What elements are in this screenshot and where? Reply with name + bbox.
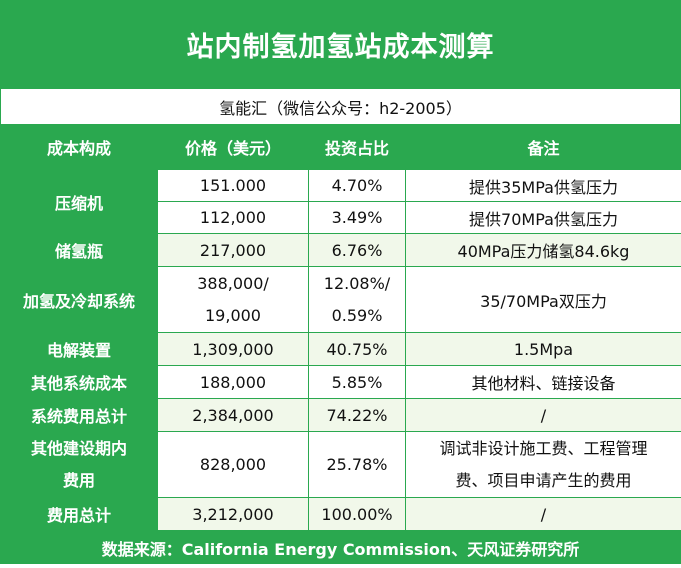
cell-price: 151.000 [157,169,309,202]
row-label-storage: 储氢瓶 [0,233,158,267]
row-label-electrolyzer: 电解装置 [0,332,158,366]
cell-note: 其他材料、链接设备 [405,365,681,399]
cell-note-line: 调试非设计施工费、工程管理 [439,438,648,458]
row-label-system-total: 系统费用总计 [0,398,158,432]
subtitle: 氢能汇（微信公众号：h2-2005） [0,89,681,124]
table-row: 系统费用总计 2,384,000 74.22% / [0,398,681,432]
cell-share: 40.75% [308,332,406,366]
table-row: 电解装置 1,309,000 40.75% 1.5Mpa [0,332,681,366]
cell-note: 35/70MPa双压力 [405,266,681,333]
cell-share-line: 12.08%/ [323,273,391,293]
table-row: 费用总计 3,212,000 100.00% / [0,497,681,531]
cell-price-line: 388,000/ [197,273,269,293]
cell-price: 3,212,000 [157,497,309,531]
cell-share: 100.00% [308,497,406,531]
row-label-dispenser: 加氢及冷却系统 [0,266,158,333]
row-label-line: 费用 [62,470,95,490]
cell-note: / [405,497,681,531]
table-row: 储氢瓶 217,000 6.76% 40MPa压力储氢84.6kg [0,233,681,267]
cell-price-line: 19,000 [205,305,261,325]
cell-share: 25.78% [308,431,406,498]
cell-price: 1,309,000 [157,332,309,366]
cell-note: 调试非设计施工费、工程管理 费、项目申请产生的费用 [405,431,681,498]
cell-price: 388,000/ 19,000 [157,266,309,333]
table-row: 其他建设期内 费用 828,000 25.78% 调试非设计施工费、工程管理 费… [0,431,681,498]
cell-price: 2,384,000 [157,398,309,432]
table-row: 加氢及冷却系统 388,000/ 19,000 12.08%/ 0.59% 35… [0,266,681,333]
row-label-compressor: 压缩机 [0,169,158,234]
row-label-other-system: 其他系统成本 [0,365,158,399]
cell-share: 6.76% [308,233,406,267]
cell-share: 12.08%/ 0.59% [308,266,406,333]
header-price: 价格（美元） [157,124,309,170]
cell-note-line: 费、项目申请产生的费用 [455,470,632,490]
cell-note: 1.5Mpa [405,332,681,366]
cell-share: 74.22% [308,398,406,432]
cell-price: 112,000 [157,201,309,234]
cell-note: 提供70MPa供氢压力 [405,201,681,234]
cell-note: 40MPa压力储氢84.6kg [405,233,681,267]
row-label-line: 其他建设期内 [30,438,127,458]
cell-share-line: 0.59% [331,305,383,325]
row-label-other-construction: 其他建设期内 费用 [0,431,158,498]
cell-note: 提供35MPa供氢压力 [405,169,681,202]
cell-share: 5.85% [308,365,406,399]
header-share: 投资占比 [308,124,406,170]
header-row: 成本构成 价格（美元） 投资占比 备注 [0,124,681,170]
table-row: 压缩机 151.000 4.70% 提供35MPa供氢压力 [0,169,681,234]
table-row: 其他系统成本 188,000 5.85% 其他材料、链接设备 [0,365,681,399]
row-label-grand-total: 费用总计 [0,497,158,531]
header-note: 备注 [405,124,681,170]
cell-note: / [405,398,681,432]
page-title: 站内制氢加氢站成本测算 [0,0,681,89]
cell-price: 828,000 [157,431,309,498]
source-footer: 数据来源：California Energy Commission、天风证券研究… [0,531,681,564]
cell-share: 3.49% [308,201,406,234]
cell-share: 4.70% [308,169,406,202]
cell-price: 217,000 [157,233,309,267]
cost-table: 成本构成 价格（美元） 投资占比 备注 压缩机 151.000 4.70% 提供… [0,124,681,531]
header-cost-item: 成本构成 [0,124,158,170]
cell-price: 188,000 [157,365,309,399]
